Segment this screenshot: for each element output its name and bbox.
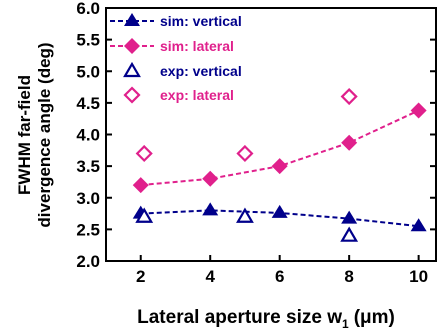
legend-item-exp-lateral: exp: lateral <box>123 86 234 104</box>
y-tick-label: 6.0 <box>76 0 100 18</box>
legend-marker-exp-vertical <box>123 61 141 78</box>
y-tick-label: 3.5 <box>76 157 100 176</box>
series-layer <box>132 87 427 242</box>
data-point-diamond-open <box>340 87 358 106</box>
data-point-triangle <box>202 202 219 216</box>
y-tick-label: 4.0 <box>76 126 100 145</box>
x-tick-label: 8 <box>344 267 353 286</box>
x-axis-title: Lateral aperture size w1 (μm) <box>137 307 395 331</box>
legend-label-exp-vertical: exp: vertical <box>160 63 242 79</box>
data-point-triangle-open <box>135 207 154 223</box>
data-point-triangle-open <box>340 226 359 242</box>
data-point-diamond <box>271 158 288 175</box>
y-tick-label: 2.5 <box>76 220 100 239</box>
x-axis-ticks: 2 4 6 8 10 <box>136 255 428 286</box>
data-point-diamond-open <box>236 144 254 163</box>
data-point-diamond-open <box>135 144 153 163</box>
x-tick-label: 10 <box>409 267 428 286</box>
data-point-triangle <box>271 204 288 218</box>
legend-label-sim-vertical: sim: vertical <box>160 13 242 29</box>
series-2 <box>135 207 359 242</box>
legend-label-exp-lateral: exp: lateral <box>160 87 234 103</box>
y-tick-label: 2.0 <box>76 252 100 271</box>
data-point-diamond <box>410 102 427 119</box>
x-tick-label: 6 <box>275 267 284 286</box>
series-3 <box>135 87 358 163</box>
legend-marker-sim-lateral <box>124 38 140 54</box>
x-tick-label: 4 <box>205 267 215 286</box>
legend: sim: vertical sim: lateral exp: vertical… <box>110 13 242 104</box>
plot-area <box>105 7 437 262</box>
data-point-triangle <box>410 218 427 232</box>
legend-item-exp-vertical: exp: vertical <box>123 61 242 79</box>
x-axis-title-subscript: 1 <box>342 317 349 331</box>
legend-marker-exp-lateral <box>123 86 141 104</box>
legend-item-sim-vertical: sim: vertical <box>110 13 242 29</box>
x-tick-label: 2 <box>136 267 145 286</box>
y-axis-title-line2: divergence angle (deg) <box>35 42 54 227</box>
y-axis-title: FWHM far-field divergence angle (deg) <box>15 42 54 227</box>
x-axis-title-unit: (μm) <box>354 307 395 328</box>
y-tick-label: 5.0 <box>76 62 100 81</box>
y-tick-label: 5.5 <box>76 31 100 50</box>
data-point-diamond <box>132 177 149 194</box>
legend-marker-sim-vertical <box>124 13 140 26</box>
y-axis-title-line1: FWHM far-field <box>15 75 34 195</box>
data-point-diamond <box>341 134 358 151</box>
data-point-triangle-open <box>236 207 254 223</box>
series-1 <box>132 102 427 194</box>
data-point-diamond <box>202 170 219 187</box>
y-tick-label: 3.0 <box>76 189 100 208</box>
data-point-triangle <box>341 210 358 224</box>
y-axis-ticks: 2.0 2.5 3.0 3.5 4.0 4.5 5.0 5.5 6.0 <box>76 0 436 271</box>
legend-item-sim-lateral: sim: lateral <box>110 38 234 54</box>
plot-frame <box>105 7 437 262</box>
legend-label-sim-lateral: sim: lateral <box>160 38 234 54</box>
x-axis-title-main: Lateral aperture size w <box>137 307 342 328</box>
y-tick-label: 4.5 <box>76 94 100 113</box>
series-0 <box>132 202 427 232</box>
